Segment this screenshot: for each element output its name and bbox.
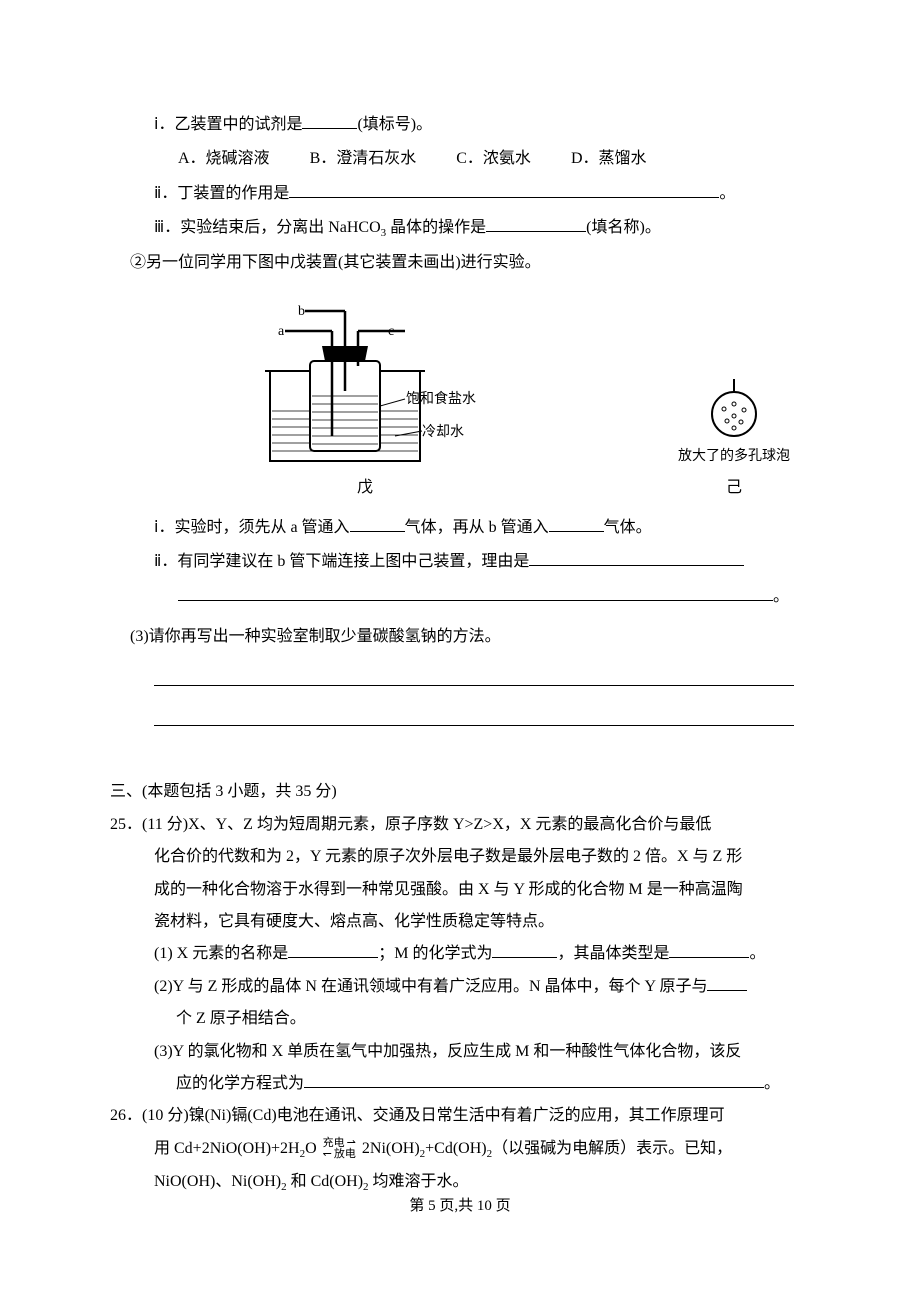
- question-iii: ⅲ．实验结束后，分离出 NaHCO3 晶体的操作是(填名称)。: [130, 213, 810, 244]
- diagram-wu-group: a b c 饱和食盐水 冷却水 戊: [250, 291, 480, 503]
- blank-fill[interactable]: [492, 957, 557, 958]
- blank-fill[interactable]: [154, 685, 794, 686]
- bulb-text: 放大了的多孔球泡: [678, 444, 790, 471]
- question-3: (3)请你再写出一种实验室制取少量碳酸氢钠的方法。: [130, 622, 810, 652]
- blank-line: [130, 667, 810, 697]
- text: (填名称)。: [586, 219, 661, 236]
- text: 。: [764, 1075, 780, 1092]
- diagram-row: a b c 饱和食盐水 冷却水 戊 放大了的多孔球泡 己: [130, 281, 810, 513]
- label-cool: 冷却水: [422, 424, 464, 440]
- blank-fill[interactable]: [549, 531, 604, 532]
- apparatus-wu-diagram: a b c 饱和食盐水 冷却水: [250, 291, 480, 471]
- diagram-ji-group: 放大了的多孔球泡 己: [678, 374, 790, 503]
- text: +Cd(OH): [425, 1140, 486, 1157]
- blank-fill[interactable]: [707, 990, 747, 991]
- blank-fill[interactable]: [178, 600, 773, 601]
- option-b[interactable]: B．澄清石灰水: [310, 144, 417, 174]
- q26-line1: 26．(10 分)镍(Ni)镉(Cd)电池在通讯、交通及日常生活中有着广泛的应用…: [110, 1101, 810, 1131]
- text: 和 Cd(OH): [287, 1173, 363, 1190]
- text: 。: [773, 588, 789, 605]
- equilibrium-arrows-icon: 充电⇀ ↽放电: [323, 1138, 356, 1160]
- blank-fill[interactable]: [304, 1087, 764, 1088]
- text: ⅲ．实验结束后，分离出 NaHCO: [154, 219, 381, 236]
- text: 晶体的操作是: [386, 219, 486, 236]
- caption-wu: 戊: [357, 473, 373, 503]
- text: （以强碱为电解质）表示。已知，: [492, 1140, 732, 1157]
- blank-fill[interactable]: [289, 197, 719, 198]
- blank-line: [130, 707, 810, 737]
- question-i: ⅰ．乙装置中的试剂是 (填标号)。: [130, 110, 810, 140]
- blank-line: 。: [130, 582, 810, 612]
- q25-sub2a: (2)Y 与 Z 形成的晶体 N 在通讯领域中有着广泛应用。N 晶体中，每个 Y…: [130, 972, 810, 1002]
- blank-fill[interactable]: [669, 957, 749, 958]
- question-2-intro: ②另一位同学用下图中戊装置(其它装置未画出)进行实验。: [130, 248, 810, 278]
- text: 2Ni(OH): [362, 1140, 420, 1157]
- label-salt: 饱和食盐水: [406, 390, 476, 407]
- option-a[interactable]: A．烧碱溶液: [178, 144, 270, 174]
- q25-line4: 瓷材料，它具有硬度大、熔点高、化学性质稳定等特点。: [130, 907, 810, 937]
- blank-fill[interactable]: [288, 957, 378, 958]
- blank-fill[interactable]: [529, 565, 744, 566]
- text: (填标号)。: [357, 116, 432, 133]
- option-c[interactable]: C．浓氨水: [456, 144, 531, 174]
- blank-fill[interactable]: [486, 231, 586, 232]
- arrow-bot-label: 放电: [334, 1149, 356, 1160]
- q25-sub2b: 个 Z 原子相结合。: [130, 1004, 810, 1034]
- text: 均难溶于水。: [369, 1173, 469, 1190]
- text: ⅱ．有同学建议在 b 管下端连接上图中己装置，理由是: [154, 553, 529, 570]
- label-c: c: [388, 324, 394, 339]
- text: 。: [749, 945, 765, 962]
- options-row: A．烧碱溶液 B．澄清石灰水 C．浓氨水 D．蒸馏水: [130, 144, 810, 174]
- question-ii: ⅱ．丁装置的作用是 。: [130, 179, 810, 209]
- option-d[interactable]: D．蒸馏水: [571, 144, 647, 174]
- label-b: b: [298, 304, 305, 319]
- q25-line3: 成的一种化合物溶于水得到一种常见强酸。由 X 与 Y 形成的化合物 M 是一种高…: [130, 875, 810, 905]
- q25-sub3b: 应的化学方程式为 。: [130, 1069, 810, 1099]
- text: 气体，再从 b 管通入: [405, 519, 549, 536]
- text: O: [305, 1140, 317, 1157]
- text: NiO(OH)、Ni(OH): [154, 1173, 281, 1190]
- text: ；M 的化学式为: [378, 945, 492, 962]
- question-2-ii: ⅱ．有同学建议在 b 管下端连接上图中己装置，理由是: [130, 547, 810, 577]
- blank-fill[interactable]: [302, 128, 357, 129]
- q25-sub1: (1) X 元素的名称是 ；M 的化学式为 ，其晶体类型是 。: [130, 939, 810, 969]
- text: 用 Cd+2NiO(OH)+2H: [154, 1140, 300, 1157]
- q26-line2: 用 Cd+2NiO(OH)+2H2O 充电⇀ ↽放电 2Ni(OH)2+Cd(O…: [130, 1134, 810, 1165]
- bulb-ji-diagram: [699, 374, 769, 444]
- text: ⅱ．丁装置的作用是: [154, 185, 289, 202]
- text: ⅰ．乙装置中的试剂是: [154, 116, 302, 133]
- blank-fill[interactable]: [350, 531, 405, 532]
- text: 应的化学方程式为: [176, 1075, 304, 1092]
- text: 气体。: [604, 519, 652, 536]
- question-2-i: ⅰ．实验时，须先从 a 管通入 气体，再从 b 管通入 气体。: [130, 513, 810, 543]
- q25-line1: 25．(11 分)X、Y、Z 均为短周期元素，原子序数 Y>Z>X，X 元素的最…: [110, 810, 810, 840]
- text: ⅰ．实验时，须先从 a 管通入: [154, 519, 350, 536]
- text: 。: [719, 185, 735, 202]
- text: (1) X 元素的名称是: [154, 945, 288, 962]
- page-footer: 第 5 页,共 10 页: [0, 1192, 920, 1221]
- text: (2)Y 与 Z 形成的晶体 N 在通讯领域中有着广泛应用。N 晶体中，每个 Y…: [154, 978, 707, 995]
- q25-sub3a: (3)Y 的氯化物和 X 单质在氢气中加强热，反应生成 M 和一种酸性气体化合物…: [130, 1037, 810, 1067]
- caption-ji: 己: [726, 473, 742, 503]
- blank-fill[interactable]: [154, 725, 794, 726]
- q25-line2: 化合价的代数和为 2，Y 元素的原子次外层电子数是最外层电子数的 2 倍。X 与…: [130, 842, 810, 872]
- section-header: 三、(本题包括 3 小题，共 35 分): [110, 777, 810, 807]
- label-a: a: [278, 324, 285, 339]
- text: ，其晶体类型是: [557, 945, 669, 962]
